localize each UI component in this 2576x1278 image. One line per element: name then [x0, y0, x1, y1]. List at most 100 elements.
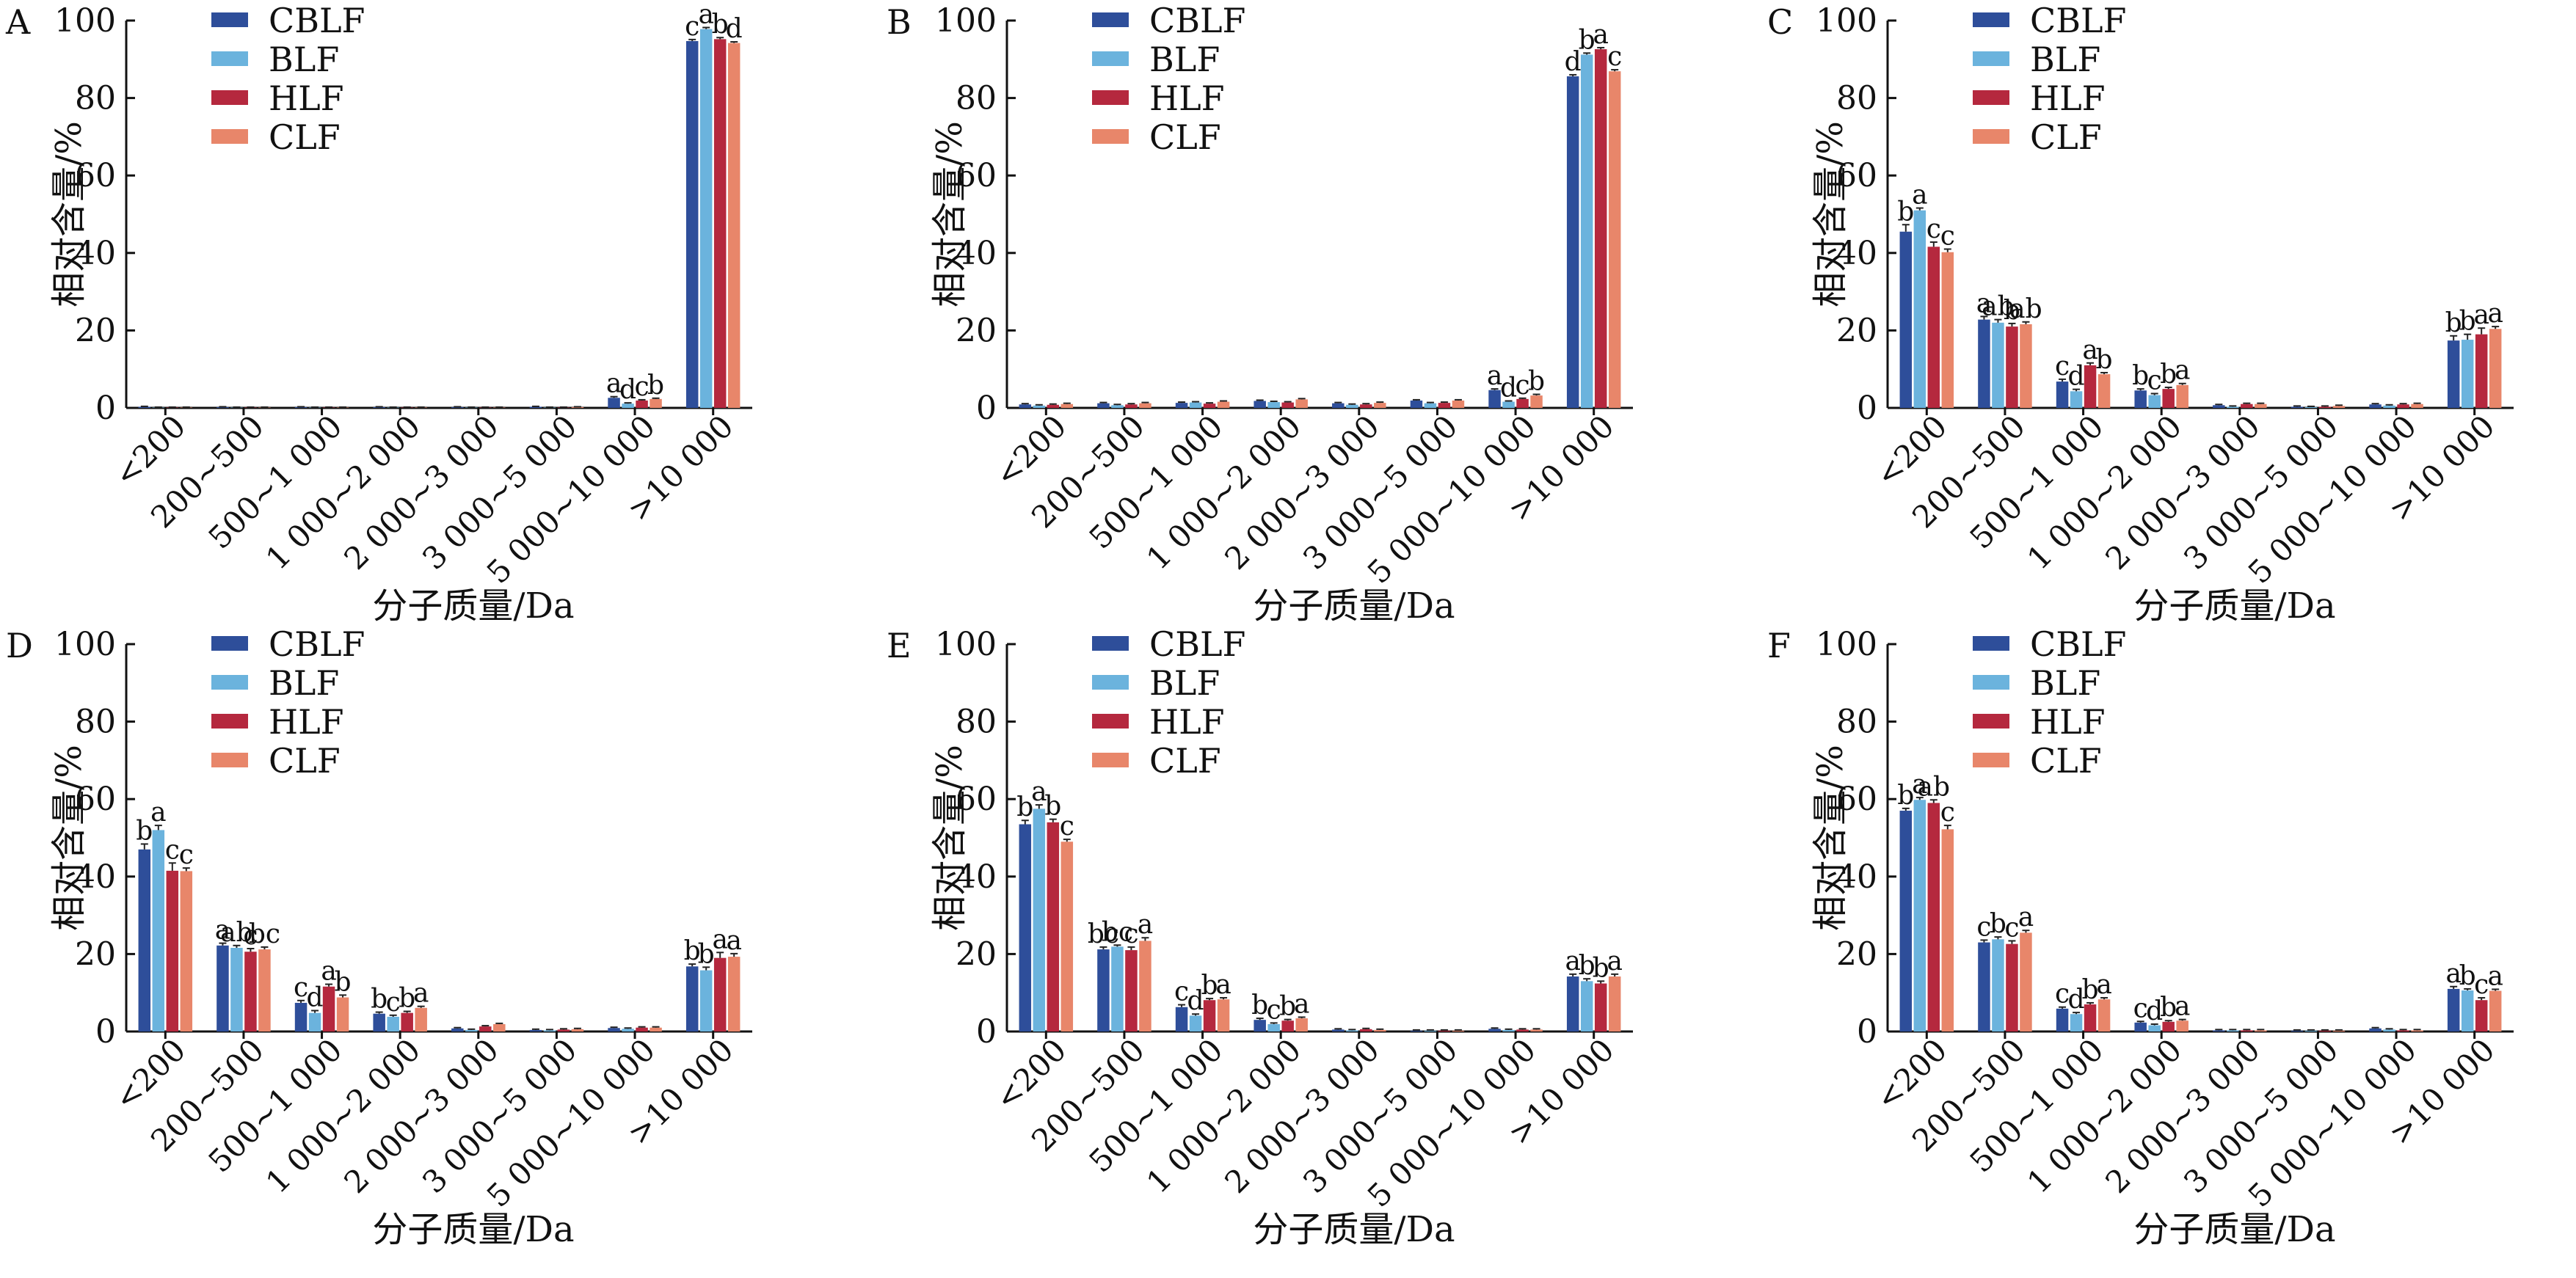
- bar: [2176, 1020, 2188, 1031]
- significance-label: b: [371, 985, 388, 1015]
- bar: [1019, 824, 1032, 1031]
- significance-label: b: [2004, 296, 2020, 326]
- legend-swatch: [1973, 636, 2009, 651]
- bar: [1217, 401, 1230, 408]
- significance-label: b: [399, 984, 415, 1014]
- bar: [2447, 988, 2460, 1031]
- y-axis-title: 相对含量/%: [929, 121, 970, 307]
- bar: [1580, 54, 1593, 409]
- bar: [451, 406, 464, 408]
- y-tick-label: 20: [75, 312, 116, 349]
- bar: [1346, 404, 1358, 408]
- panel-letter: D: [6, 626, 33, 665]
- bar: [1927, 247, 1940, 408]
- significance-label: a: [1607, 946, 1622, 976]
- bar: [1267, 402, 1280, 408]
- bar: [2241, 404, 2253, 408]
- significance-label: b: [1201, 971, 1218, 1001]
- bar: [685, 40, 699, 408]
- significance-label: c: [1124, 919, 1138, 949]
- bar: [322, 986, 335, 1031]
- bar: [1139, 941, 1151, 1031]
- legend-label: HLF: [269, 702, 344, 742]
- bar: [2475, 1000, 2488, 1031]
- bar: [230, 947, 243, 1031]
- significance-label: a: [1565, 946, 1580, 976]
- significance-label: ab: [220, 918, 253, 948]
- legend-swatch: [1092, 714, 1129, 729]
- bar: [557, 1029, 570, 1031]
- legend-label: BLF: [1149, 40, 1220, 79]
- bar: [2213, 405, 2225, 408]
- y-axis-title: 相对含量/%: [1810, 745, 1851, 931]
- bar: [543, 1030, 556, 1031]
- significance-label: a: [1294, 989, 1309, 1019]
- significance-label: a: [321, 957, 336, 987]
- legend-label: HLF: [2030, 78, 2106, 118]
- legend-swatch: [1973, 753, 2009, 767]
- significance-label: c: [1515, 370, 1529, 401]
- significance-label: b: [1044, 792, 1061, 822]
- bar: [1360, 404, 1372, 408]
- y-tick-label: 80: [1836, 80, 1877, 117]
- bar: [2162, 1021, 2175, 1031]
- bar: [1978, 319, 1990, 408]
- bar: [2097, 374, 2111, 408]
- legend-swatch: [211, 129, 248, 144]
- significance-label: a: [2175, 356, 2190, 386]
- legend-label: CBLF: [2030, 624, 2126, 664]
- bar: [727, 43, 741, 409]
- y-tick-label: 0: [95, 390, 116, 427]
- bar: [1111, 405, 1124, 408]
- bar: [699, 970, 713, 1031]
- legend-swatch: [1092, 129, 1129, 144]
- significance-label: bc: [249, 919, 280, 949]
- bar: [1332, 1029, 1345, 1031]
- bar: [1295, 1018, 1308, 1031]
- significance-label: a: [1593, 20, 1608, 50]
- significance-label: a: [2018, 902, 2034, 932]
- y-tick-label: 100: [935, 626, 997, 663]
- bar: [152, 830, 165, 1031]
- bar: [2227, 1030, 2239, 1031]
- significance-label: a: [2082, 335, 2097, 365]
- significance-label: b: [335, 967, 352, 997]
- y-tick-label: 100: [54, 2, 116, 40]
- x-axis-title: 分子质量/Da: [372, 585, 574, 627]
- bar: [608, 1028, 620, 1031]
- significance-label: c: [1060, 811, 1074, 841]
- legend-swatch: [1973, 714, 2009, 729]
- bar: [1913, 800, 1926, 1031]
- bar: [2056, 1008, 2069, 1031]
- significance-label: a: [1976, 288, 1992, 318]
- significance-label: b: [1990, 909, 2006, 939]
- bar: [1203, 404, 1216, 408]
- significance-label: d: [1565, 47, 1582, 77]
- bar: [1139, 403, 1151, 408]
- bar: [1566, 76, 1579, 409]
- bar: [294, 1002, 308, 1031]
- legend-swatch: [211, 636, 248, 651]
- significance-label: c: [1607, 42, 1622, 72]
- significance-label: b: [2445, 308, 2462, 338]
- bar: [1254, 401, 1266, 408]
- y-tick-label: 20: [75, 935, 116, 973]
- bar: [1047, 404, 1060, 408]
- significance-label: a: [606, 369, 622, 399]
- significance-label: a: [698, 0, 713, 30]
- legend-label: CLF: [269, 117, 341, 157]
- significance-label: b: [647, 370, 664, 401]
- legend-label: CLF: [1149, 117, 1221, 157]
- legend-label: BLF: [1149, 663, 1220, 703]
- legend-label: CBLF: [2030, 1, 2126, 40]
- y-tick-label: 80: [1836, 704, 1877, 741]
- bar: [2006, 943, 2018, 1031]
- bar: [465, 1029, 478, 1031]
- bar: [636, 400, 648, 408]
- legend-swatch: [1092, 675, 1129, 690]
- bar: [1060, 404, 1074, 408]
- panel-letter: F: [1767, 626, 1791, 665]
- bar: [529, 406, 542, 408]
- bar: [1346, 1030, 1358, 1031]
